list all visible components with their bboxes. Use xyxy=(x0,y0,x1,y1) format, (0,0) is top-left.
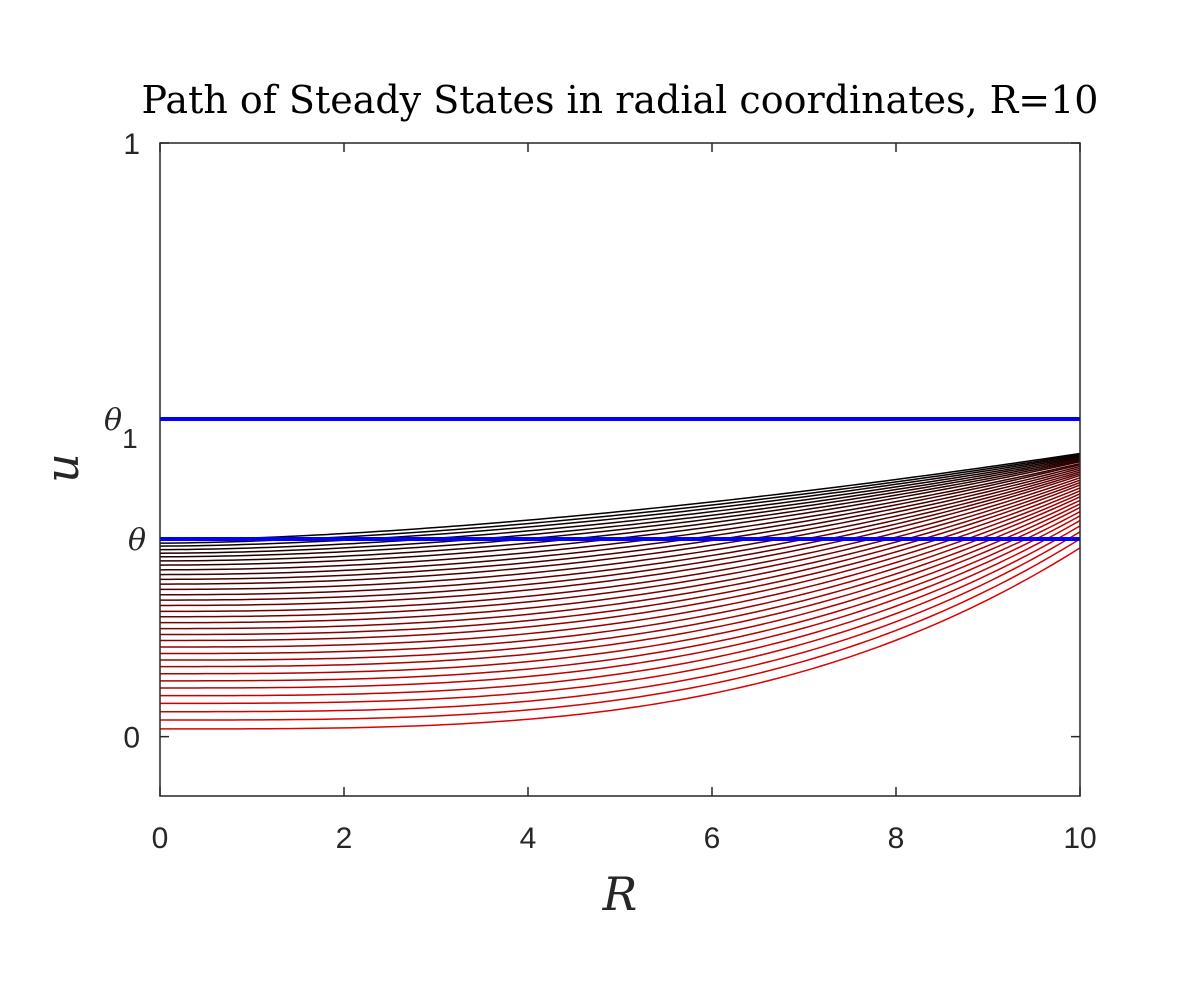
steady-state-curve xyxy=(160,481,1081,624)
steady-state-curve xyxy=(159,459,1081,562)
x-tick-label: 6 xyxy=(704,822,721,855)
steady-state-curve xyxy=(160,479,1081,618)
reference-line-label: θ xyxy=(128,523,146,558)
steady-state-curve xyxy=(160,506,1081,675)
steady-state-curve xyxy=(160,467,1081,585)
steady-state-curve xyxy=(159,457,1081,554)
steady-state-curve xyxy=(159,452,1081,541)
steady-state-curve xyxy=(160,474,1081,607)
steady-state-curves xyxy=(159,452,1081,730)
steady-state-curve xyxy=(160,465,1081,581)
steady-state-curve xyxy=(160,499,1081,661)
steady-state-curve xyxy=(159,458,1081,558)
steady-state-curve xyxy=(160,477,1081,613)
x-tick-label: 2 xyxy=(336,822,353,855)
steady-state-curve xyxy=(160,519,1081,697)
steady-state-curve xyxy=(160,510,1081,682)
x-tick-label: 8 xyxy=(888,822,905,855)
steady-state-curve xyxy=(160,525,1081,705)
reference-line-label: θ1 xyxy=(104,403,138,454)
steady-state-curve xyxy=(159,455,1081,547)
steady-state-curve xyxy=(160,490,1081,642)
steady-state-curve xyxy=(160,496,1081,655)
steady-state-curve xyxy=(160,493,1081,648)
steady-state-curve xyxy=(160,469,1081,591)
steady-state-curve xyxy=(160,503,1081,668)
y-tick-label: 1 xyxy=(123,128,140,161)
x-tick-label: 10 xyxy=(1063,822,1096,855)
steady-state-curve xyxy=(160,487,1081,636)
y-axis-label: u xyxy=(35,453,89,483)
plot-frame xyxy=(159,142,1081,797)
steady-state-curve xyxy=(159,464,1081,576)
steady-state-curve xyxy=(159,462,1081,571)
y-tick-label: 0 xyxy=(123,722,140,755)
steady-state-curve xyxy=(160,547,1081,730)
steady-state-curve xyxy=(159,471,1081,596)
steady-state-curve xyxy=(160,538,1081,721)
axes: 0 2 4 6 8 10 0 1 xyxy=(123,128,1096,855)
steady-state-curve xyxy=(160,515,1081,689)
steady-state-curve xyxy=(160,531,1081,713)
x-axis-label: R xyxy=(602,867,638,921)
x-tick-label: 4 xyxy=(520,822,537,855)
reference-lines: θ θ1 xyxy=(104,403,1080,558)
x-tick-label: 0 xyxy=(152,822,169,855)
steady-state-curve xyxy=(159,456,1081,551)
chart-title: Path of Steady States in radial coordina… xyxy=(142,78,1099,122)
steady-state-curve xyxy=(160,472,1081,601)
